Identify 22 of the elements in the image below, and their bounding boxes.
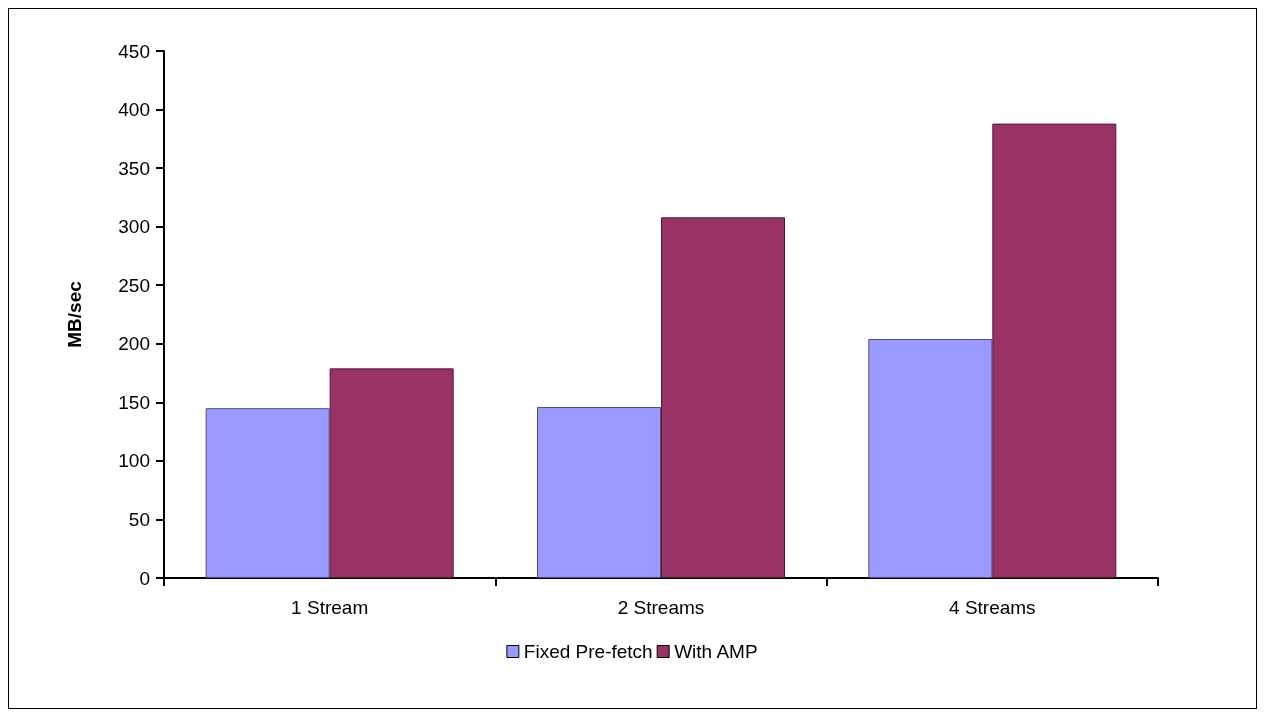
y-tick-label: 250 (118, 274, 150, 296)
legend-label: With AMP (674, 641, 758, 662)
bar (537, 407, 661, 578)
x-tick-label: 1 Stream (291, 597, 369, 618)
bar (661, 217, 785, 578)
y-tick-label: 150 (118, 391, 150, 413)
x-tick-label: 2 Streams (617, 597, 705, 618)
bar (868, 339, 993, 578)
y-tick-label: 0 (139, 567, 150, 589)
y-tick-label: 50 (128, 508, 150, 530)
x-tick-label: 4 Streams (949, 597, 1036, 618)
bar (992, 123, 1117, 578)
y-axis-title: MB/sec (64, 280, 85, 348)
bar (329, 368, 454, 578)
y-tick-label: 350 (118, 157, 150, 179)
y-tick-label: 450 (118, 40, 150, 62)
y-tick-label: 300 (118, 216, 150, 238)
bar (205, 408, 330, 578)
y-tick-label: 200 (118, 333, 150, 355)
legend-label: Fixed Pre-fetch (523, 641, 653, 662)
y-tick-label: 400 (118, 99, 150, 121)
y-tick-label: 100 (118, 450, 150, 472)
